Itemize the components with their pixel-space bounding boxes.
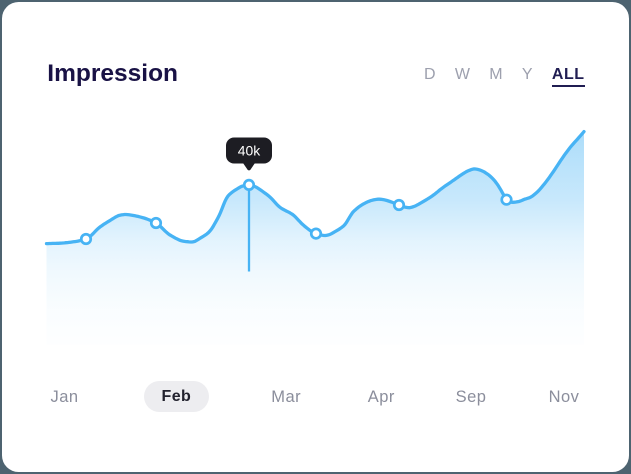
svg-text:40k: 40k xyxy=(238,143,260,159)
